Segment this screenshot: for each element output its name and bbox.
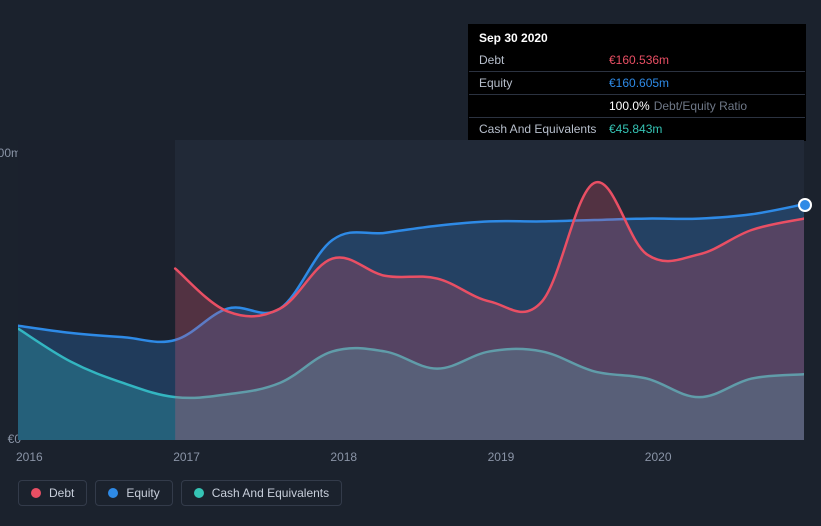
tooltip-value: €160.536m	[609, 53, 795, 67]
legend-swatch	[194, 488, 204, 498]
x-axis-tick: 2016	[16, 450, 43, 464]
legend-label: Debt	[49, 486, 74, 500]
tooltip-row: 100.0%Debt/Equity Ratio	[469, 95, 805, 118]
tooltip-value: 100.0%Debt/Equity Ratio	[609, 99, 795, 113]
legend-label: Equity	[126, 486, 159, 500]
tooltip-key: Cash And Equivalents	[479, 122, 609, 136]
tooltip-value: €160.605m	[609, 76, 795, 90]
x-axis-tick: 2019	[488, 450, 515, 464]
financial-history-chart: Sep 30 2020 Debt€160.536mEquity€160.605m…	[0, 0, 821, 526]
series-lines	[18, 140, 804, 440]
legend-swatch	[108, 488, 118, 498]
legend-swatch	[31, 488, 41, 498]
x-axis-tick: 2018	[330, 450, 357, 464]
legend-item-cash[interactable]: Cash And Equivalents	[181, 480, 342, 506]
plot-area	[18, 140, 804, 440]
x-axis-tick: 2017	[173, 450, 200, 464]
tooltip-date: Sep 30 2020	[469, 25, 805, 49]
legend-label: Cash And Equivalents	[212, 486, 329, 500]
tooltip-value: €45.843m	[609, 122, 795, 136]
tooltip-suffix: Debt/Equity Ratio	[654, 99, 747, 113]
x-axis-tick: 2020	[645, 450, 672, 464]
legend-item-equity[interactable]: Equity	[95, 480, 172, 506]
legend-item-debt[interactable]: Debt	[18, 480, 87, 506]
chart-tooltip: Sep 30 2020 Debt€160.536mEquity€160.605m…	[468, 24, 806, 141]
tooltip-key: Equity	[479, 76, 609, 90]
tooltip-key	[479, 99, 609, 113]
chart-legend: Debt Equity Cash And Equivalents	[18, 480, 342, 506]
tooltip-row: Equity€160.605m	[469, 72, 805, 95]
tooltip-key: Debt	[479, 53, 609, 67]
tooltip-row: Debt€160.536m	[469, 49, 805, 72]
hover-marker	[798, 198, 812, 212]
tooltip-row: Cash And Equivalents€45.843m	[469, 118, 805, 140]
